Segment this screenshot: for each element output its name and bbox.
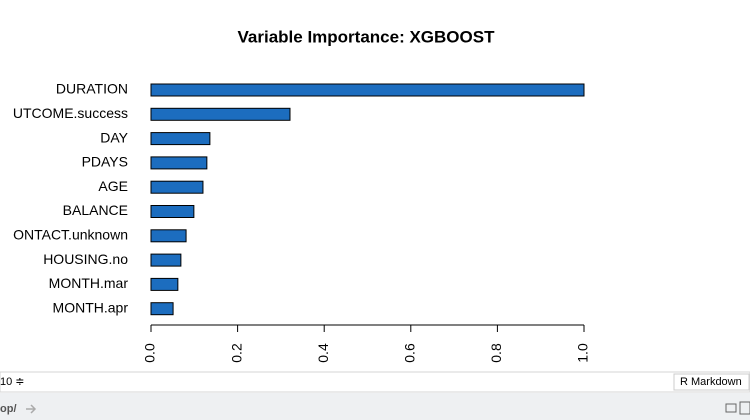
y-tick-label: PDAYS — [82, 154, 128, 170]
x-tick-label: 0.0 — [142, 343, 158, 363]
bar — [150, 205, 195, 218]
status-right-box[interactable] — [673, 373, 750, 391]
status-right[interactable]: R Markdown — [680, 376, 742, 388]
bar — [150, 302, 174, 316]
x-tick-label: 0.2 — [228, 343, 244, 363]
bar — [150, 132, 211, 146]
y-tick-label: UTCOME.success — [13, 105, 128, 121]
bar — [150, 107, 291, 121]
y-tick-label: DAY — [100, 129, 128, 145]
bar — [150, 83, 585, 97]
y-tick-label: MONTH.apr — [53, 299, 129, 315]
bottom-bar — [0, 393, 750, 420]
status-left[interactable]: 10 ≑ — [0, 376, 25, 388]
forward-icon[interactable] — [26, 404, 37, 414]
y-tick-label: AGE — [98, 178, 128, 194]
maximize-icon[interactable] — [739, 401, 750, 415]
minimize-icon[interactable] — [725, 403, 737, 413]
path-text: op/ — [0, 403, 17, 415]
x-tick-label: 1.0 — [575, 343, 591, 363]
status-bar — [0, 371, 750, 393]
y-tick-label: HOUSING.no — [43, 251, 128, 267]
x-tick-label: 0.6 — [402, 343, 418, 363]
bar — [150, 156, 208, 170]
bar — [150, 180, 204, 194]
x-tick-label: 0.4 — [315, 343, 331, 363]
y-tick-label: ONTACT.unknown — [13, 227, 128, 243]
bar — [150, 229, 187, 243]
plot: DURATION UTCOME.success DAY PDAYS AGE BALANCE… — [13, 81, 591, 363]
plot-background — [0, 0, 750, 372]
y-tick-label: MONTH.mar — [49, 275, 129, 291]
bar — [150, 253, 182, 267]
chart-title: Variable Importance: XGBOOST — [238, 27, 496, 46]
x-tick-label: 0.8 — [488, 343, 504, 363]
y-tick-label: BALANCE — [63, 202, 128, 218]
bar — [150, 277, 179, 291]
y-tick-label: DURATION — [56, 81, 128, 97]
